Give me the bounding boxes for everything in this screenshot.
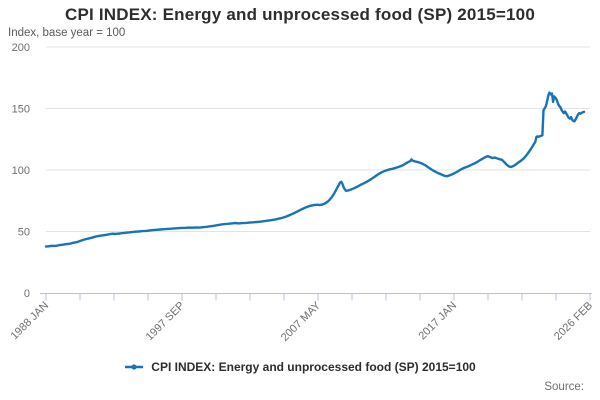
legend-label: CPI INDEX: Energy and unprocessed food (… [151,360,476,374]
line-chart-plot-area[interactable]: 0 50 100 150 200 1988 JAN 1997 SEP 2007 MAY 2017… [0,0,600,352]
chart-subtitle: Index, base year = 100 [8,27,126,39]
legend-item[interactable]: CPI INDEX: Energy and unprocessed food (… [0,360,600,374]
y-axis-tick-label: 0 [24,288,30,300]
y-axis-tick-label: 100 [12,165,30,177]
legend-line-marker-icon [125,364,144,370]
x-axis-tick-label: 2017 JAN [416,300,459,343]
x-axis-tick-label: 2007 MAY [279,299,324,344]
x-axis-tick-label: 1997 SEP [144,300,188,344]
x-axis-tick-label: 2026 FEB [552,300,595,343]
source-label: Source: [544,381,584,393]
y-axis-tick-label: 50 [18,227,30,239]
y-axis-tick-label: 150 [12,104,30,116]
chart-title: CPI INDEX: Energy and unprocessed food (… [64,5,535,24]
x-axis-tick-label: 1988 JAN [8,300,51,343]
data-series-line[interactable] [44,91,586,248]
y-axis-tick-label: 200 [12,42,30,54]
